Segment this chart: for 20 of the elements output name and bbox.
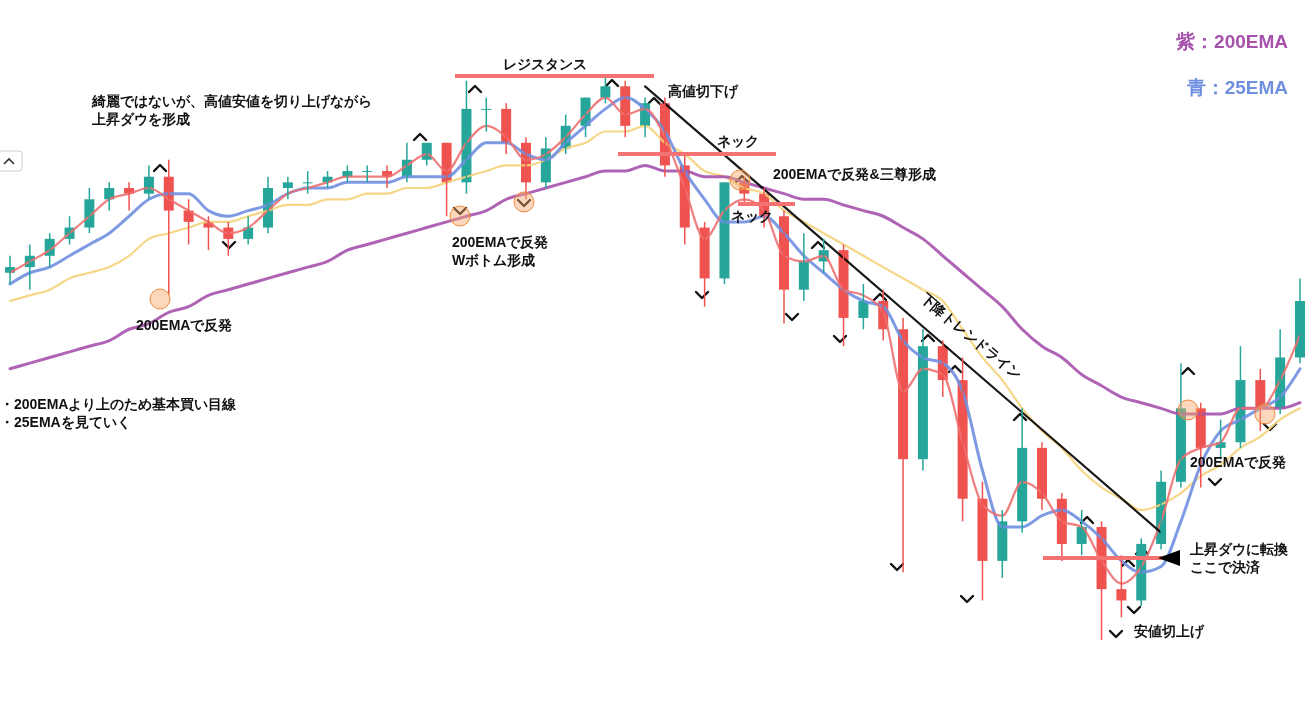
annotation: ・200EMAより上のため基本買い目線 xyxy=(0,396,238,412)
text: レジスタンス xyxy=(503,56,587,72)
annotation: ネック xyxy=(717,133,759,149)
annotation: 200EMAで反発 xyxy=(452,234,549,250)
annotation: ・25EMAを見ていく xyxy=(0,414,131,430)
annotation: ネック xyxy=(731,208,773,224)
text: 紫：200EMA xyxy=(1175,31,1289,52)
annotation: 上昇ダウに転換 xyxy=(1189,541,1289,557)
candlestick xyxy=(302,170,313,195)
annotation: 上昇ダウを形成 xyxy=(91,111,190,127)
annotation: 200EMAで反発 xyxy=(136,317,233,333)
annotation: 高値切下げ xyxy=(668,83,739,99)
annotation: 安値切上げ xyxy=(1134,623,1205,639)
annotation: Wボトム形成 xyxy=(452,252,536,268)
annotation: 綺麗ではないが、高値安値を切り上げながら xyxy=(91,93,372,109)
annotation: 下降トレンドライン xyxy=(917,288,1025,383)
candlestick xyxy=(481,96,492,133)
annotation: ここで決済 xyxy=(1190,559,1261,575)
annotation: 200EMAで反発&三尊形成 xyxy=(773,166,936,182)
text: 青：25EMA xyxy=(1185,77,1289,98)
